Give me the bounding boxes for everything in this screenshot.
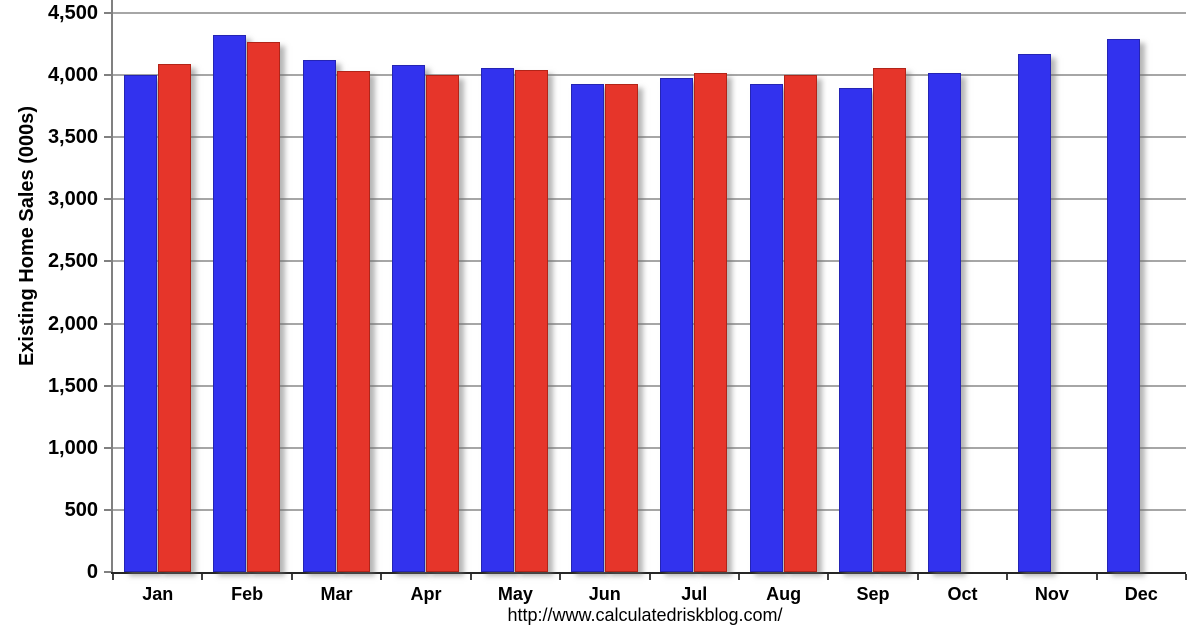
bar-blue-series-apr [391, 65, 425, 572]
gridline [113, 384, 1186, 387]
bar-red-series-apr [425, 75, 459, 572]
x-tick-label-apr: Apr [410, 584, 442, 604]
y-tick-label: 1,000 [47, 436, 98, 459]
x-axis-tick [827, 574, 830, 580]
x-axis-tick [1095, 574, 1098, 580]
x-tick-label-oct: Oct [947, 584, 978, 604]
y-tick-label: 500 [64, 498, 98, 521]
x-tick-label-mar: Mar [320, 584, 353, 604]
bar-blue-series-feb [213, 35, 247, 572]
gridline [113, 198, 1186, 201]
x-axis-tick [559, 574, 562, 580]
y-tick-label: 1,500 [47, 374, 98, 397]
bar-blue-series-mar [302, 60, 336, 572]
x-tick-label-jul: Jul [681, 584, 708, 604]
x-axis-tick [112, 574, 114, 580]
x-tick-label-jan: Jan [142, 584, 174, 604]
y-tick-label: 0 [86, 561, 98, 583]
bar-blue-series-may [481, 67, 515, 572]
x-axis-tick [1185, 574, 1187, 580]
x-axis-tick [916, 574, 919, 580]
y-tick-label: 2,000 [47, 312, 98, 335]
y-axis-tick [104, 12, 112, 14]
y-axis-tick [104, 322, 112, 325]
y-axis-tick [104, 136, 112, 139]
bar-red-series-mar [336, 71, 370, 572]
x-tick-label-sep: Sep [856, 584, 890, 604]
gridline [113, 12, 1186, 14]
y-tick-label: 3,000 [47, 188, 98, 211]
x-axis-tick [201, 574, 204, 580]
bar-red-series-jun [604, 83, 638, 572]
y-axis-line [111, 0, 113, 573]
y-tick-label: 4,000 [47, 64, 98, 87]
x-tick-label-jun: Jun [588, 584, 621, 604]
x-axis-tick [737, 574, 740, 580]
y-axis-title: Existing Home Sales (000s) [16, 105, 38, 367]
footer-url: http://www.calculatedriskblog.com/ [507, 605, 783, 625]
x-axis-tick [290, 574, 293, 580]
gridline [113, 446, 1186, 449]
x-tick-label-may: May [497, 584, 533, 604]
bar-red-series-may [515, 70, 549, 572]
gridline [113, 508, 1186, 511]
gridline [113, 260, 1186, 263]
x-axis-tick [648, 574, 651, 580]
y-tick-label: 4,500 [47, 2, 98, 24]
x-tick-label-dec: Dec [1124, 584, 1158, 604]
bar-red-series-feb [247, 41, 281, 572]
y-axis-tick [104, 260, 112, 263]
y-axis-tick [104, 74, 112, 77]
x-tick-label-aug: Aug [766, 584, 802, 604]
gridline [113, 74, 1186, 77]
x-axis-tick [380, 574, 383, 580]
x-axis-line [111, 572, 1186, 574]
bar-blue-series-aug [749, 83, 783, 572]
x-axis-tick [1006, 574, 1009, 580]
bar-blue-series-jul [660, 77, 694, 572]
y-axis-tick [104, 198, 112, 201]
y-axis-tick [104, 508, 112, 511]
y-axis-tick [104, 446, 112, 449]
bar-red-series-sep [873, 67, 907, 572]
x-tick-label-nov: Nov [1034, 584, 1069, 604]
bar-blue-series-jun [570, 83, 604, 572]
x-tick-label-feb: Feb [231, 584, 264, 604]
gridline [113, 322, 1186, 325]
bar-blue-series-nov [1017, 53, 1051, 572]
bar-red-series-aug [783, 75, 817, 572]
y-axis-tick [104, 384, 112, 387]
bar-red-series-jan [157, 63, 191, 572]
bar-blue-series-sep [839, 87, 873, 572]
x-axis-tick [469, 574, 472, 580]
gridline [113, 136, 1186, 139]
y-tick-label: 2,500 [47, 250, 98, 273]
bar-red-series-jul [694, 72, 728, 572]
bar-blue-series-dec [1107, 39, 1141, 572]
y-axis-tick [104, 571, 112, 573]
y-tick-label: 3,500 [47, 126, 98, 149]
bar-blue-series-jan [123, 75, 157, 572]
bar-blue-series-oct [928, 72, 962, 572]
